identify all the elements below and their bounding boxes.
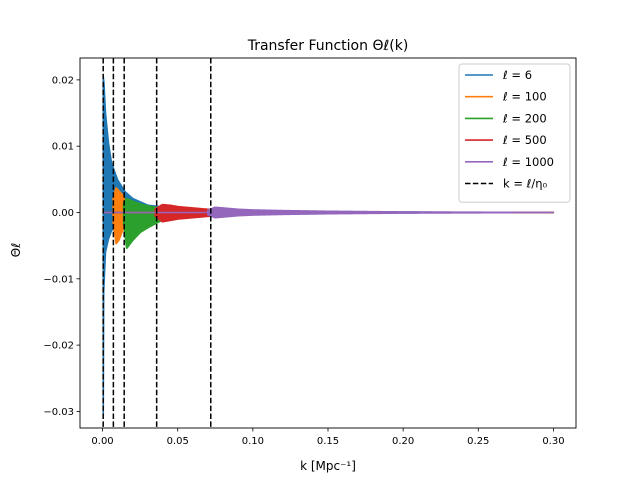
y-tick-label: 0.01 [52, 142, 74, 153]
x-tick-label: 0.05 [167, 436, 189, 447]
x-axis-label: k [Mpc⁻¹] [300, 459, 356, 473]
legend-entry-label: k = ℓ/η₀ [503, 177, 548, 191]
legend-entry-label: ℓ = 1000 [502, 155, 554, 169]
y-tick-label: 0.00 [52, 208, 74, 219]
y-tick-label: −0.03 [43, 407, 74, 418]
y-tick-label: −0.01 [43, 274, 74, 285]
y-tick-label: 0.02 [52, 75, 74, 86]
x-tick-label: 0.10 [242, 436, 264, 447]
legend-entry-label: ℓ = 6 [502, 68, 532, 82]
x-tick-label: 0.20 [392, 436, 414, 447]
chart-title: Transfer Function Θℓ(k) [247, 38, 409, 54]
x-tick-label: 0.15 [317, 436, 339, 447]
y-axis-ticks: −0.03 −0.02 −0.01 0.00 0.01 0.02 [43, 75, 80, 418]
x-tick-label: 0.30 [542, 436, 564, 447]
legend-entry-label: ℓ = 100 [502, 90, 547, 104]
y-axis-label: Θℓ [9, 243, 23, 257]
y-tick-label: −0.02 [43, 341, 74, 352]
legend-box [458, 63, 571, 203]
legend-entry-label: ℓ = 200 [502, 111, 547, 125]
x-axis-ticks: 0.00 0.05 0.10 0.15 0.20 0.25 0.30 [91, 428, 565, 447]
series-line-1000 [102, 206, 555, 219]
x-tick-label: 0.00 [91, 436, 113, 447]
x-tick-label: 0.25 [467, 436, 489, 447]
series-layer [102, 76, 555, 417]
vline-layer [102, 58, 212, 428]
legend-entry-label: ℓ = 500 [502, 133, 547, 147]
legend: ℓ = 6 ℓ = 100 ℓ = 200 ℓ = 500 ℓ = 1000 k = ℓ/… [458, 63, 571, 203]
